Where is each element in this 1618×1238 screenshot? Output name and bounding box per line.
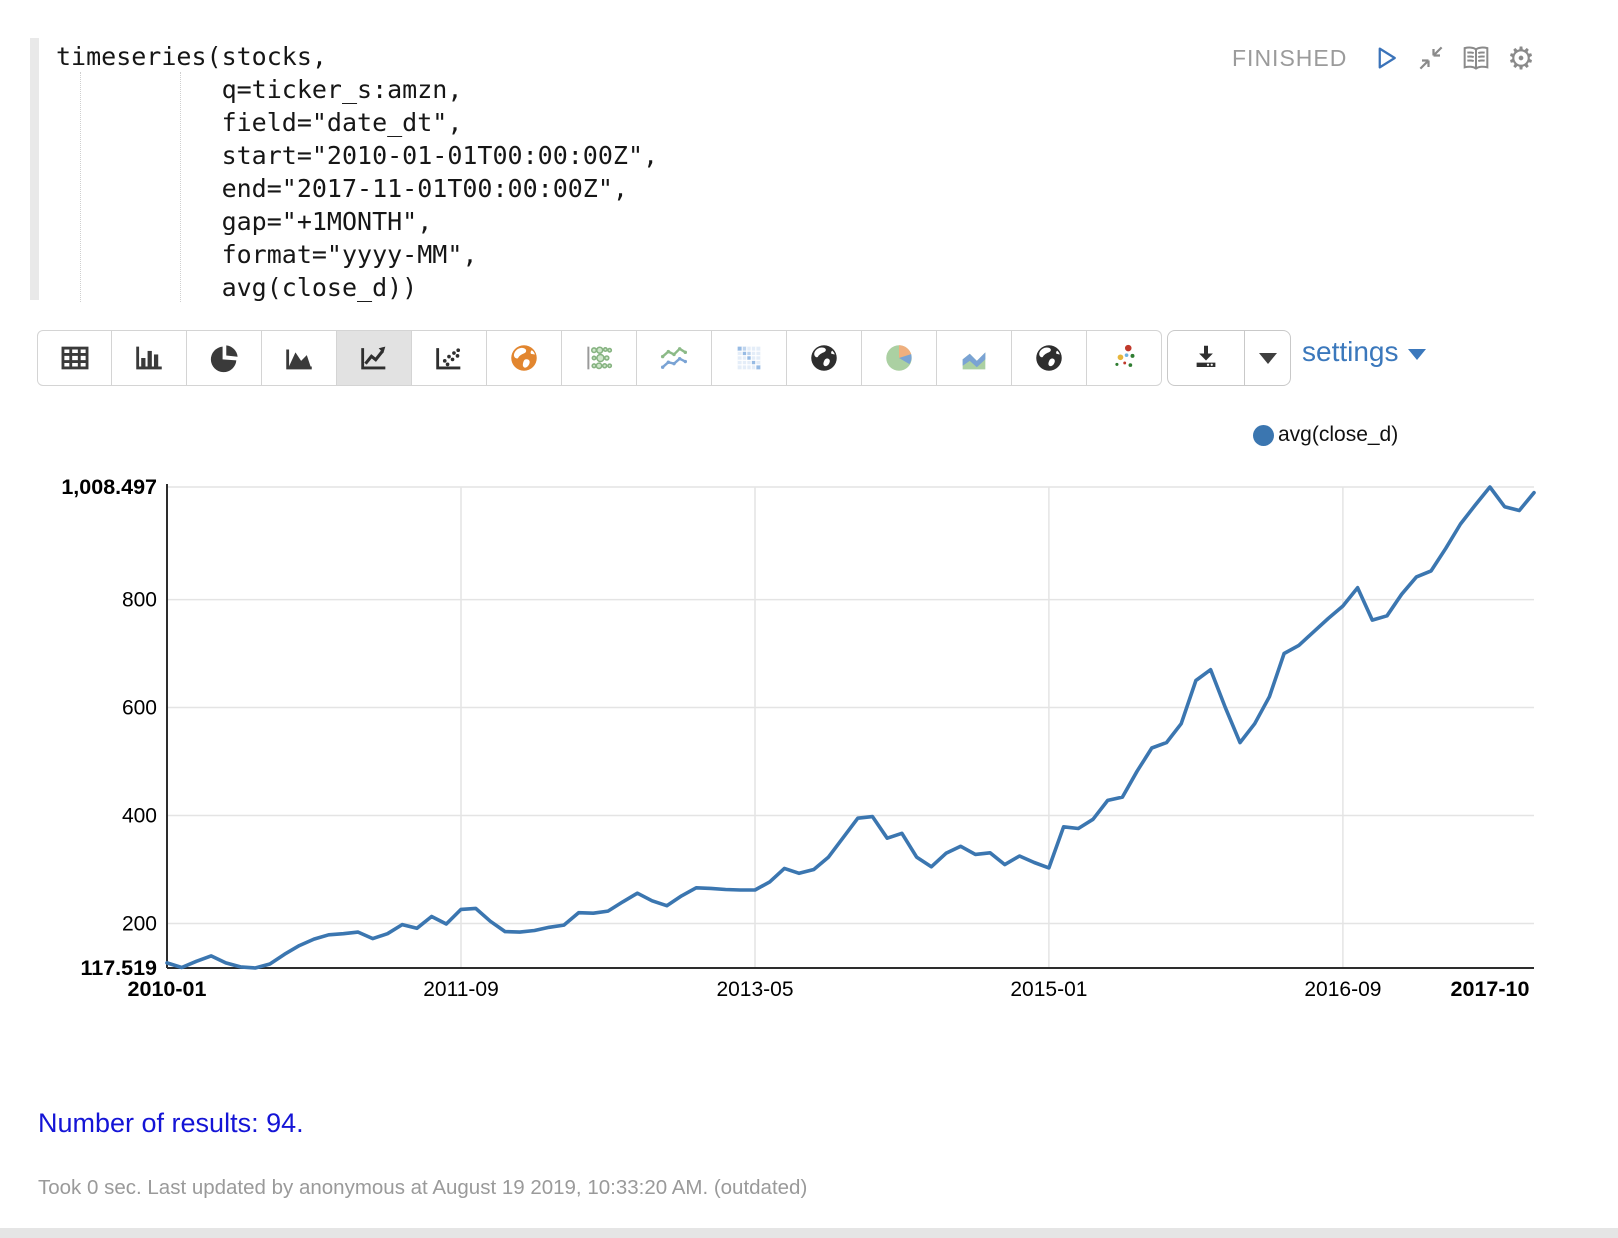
- code-line: end="2017-11-01T00:00:00Z",: [56, 174, 628, 203]
- chart-legend[interactable]: avg(close_d): [1253, 423, 1398, 447]
- bar-chart-icon[interactable]: [112, 330, 187, 386]
- globe-dark-icon[interactable]: [787, 330, 862, 386]
- chart-type-toolbar: [37, 330, 1162, 386]
- code-line: timeseries(stocks,: [56, 42, 327, 71]
- paragraph-controls: ⚙: [1370, 42, 1537, 74]
- bottom-divider: [0, 1228, 1618, 1238]
- chevron-down-icon: [1407, 348, 1426, 360]
- indent-guide: [180, 72, 181, 302]
- code-line: format="yyyy-MM",: [56, 240, 478, 269]
- compress-icon[interactable]: [1415, 42, 1447, 74]
- y-axis-tick-label: 200: [122, 913, 157, 936]
- line-series[interactable]: [165, 485, 1536, 970]
- book-icon[interactable]: [1460, 42, 1492, 74]
- paragraph-footer-status: Took 0 sec. Last updated by anonymous at…: [38, 1176, 808, 1199]
- x-axis-tick-label: 2015-01: [1010, 978, 1087, 1001]
- code-text[interactable]: timeseries(stocks, q=ticker_s:amzn, fiel…: [56, 40, 658, 304]
- timeseries-line-chart: 117.519 200 400 600 800 1,008.497 2010-01 2011-…: [61, 475, 1536, 1001]
- y-axis-tick-label: 600: [122, 697, 157, 720]
- download-button[interactable]: [1167, 330, 1245, 386]
- legend-dot-icon: [1253, 424, 1274, 446]
- legend-label: avg(close_d): [1278, 423, 1399, 446]
- y-axis-tick-label: 117.519: [80, 956, 157, 980]
- code-line: q=ticker_s:amzn,: [56, 75, 463, 104]
- y-axis-tick-label: 400: [122, 805, 157, 828]
- heatmap-icon[interactable]: [712, 330, 787, 386]
- x-axis-tick-label: 2017-10: [1451, 977, 1530, 1001]
- results-count: Number of results: 94.: [38, 1108, 304, 1138]
- code-line: field="date_dt",: [56, 108, 463, 137]
- pie-chart-color-icon[interactable]: [862, 330, 937, 386]
- code-line: gap="+1MONTH",: [56, 207, 433, 236]
- code-line: avg(close_d)): [56, 273, 418, 302]
- download-split-button: [1167, 330, 1291, 386]
- y-axis-tick-label: 800: [122, 589, 157, 612]
- world-map-orange-icon[interactable]: [487, 330, 562, 386]
- settings-label: settings: [1302, 336, 1399, 367]
- table-icon[interactable]: [37, 330, 112, 386]
- stacked-area-chart-icon[interactable]: [937, 330, 1012, 386]
- line-chart-icon[interactable]: [337, 330, 412, 386]
- indent-guide: [80, 72, 81, 302]
- bubble-chart-icon[interactable]: [562, 330, 637, 386]
- chevron-down-icon: [1258, 352, 1277, 364]
- x-axis-tick-label: 2013-05: [716, 978, 793, 1001]
- x-axis-tick-label: 2010-01: [128, 977, 207, 1001]
- code-line: start="2010-01-01T00:00:00Z",: [56, 141, 659, 170]
- download-dropdown-button[interactable]: [1245, 330, 1291, 386]
- x-axis-tick-label: 2016-09: [1304, 978, 1381, 1001]
- editor-gutter-bar: [30, 38, 39, 300]
- play-icon[interactable]: [1370, 42, 1402, 74]
- x-axis-tick-label: 2011-09: [423, 978, 499, 1001]
- y-axis-tick-label: 1,008.497: [61, 475, 157, 499]
- pie-chart-icon[interactable]: [187, 330, 262, 386]
- scatter-color-icon[interactable]: [1087, 330, 1162, 386]
- code-editor[interactable]: timeseries(stocks, q=ticker_s:amzn, fiel…: [0, 38, 1220, 306]
- status-badge: FINISHED: [1232, 45, 1348, 71]
- settings-link[interactable]: settings: [1302, 336, 1426, 368]
- multi-line-chart-icon[interactable]: [637, 330, 712, 386]
- download-icon: [1191, 342, 1221, 375]
- globe-dark-icon-2[interactable]: [1012, 330, 1087, 386]
- gear-icon[interactable]: ⚙: [1507, 40, 1535, 76]
- scatter-chart-icon[interactable]: [412, 330, 487, 386]
- area-chart-icon[interactable]: [262, 330, 337, 386]
